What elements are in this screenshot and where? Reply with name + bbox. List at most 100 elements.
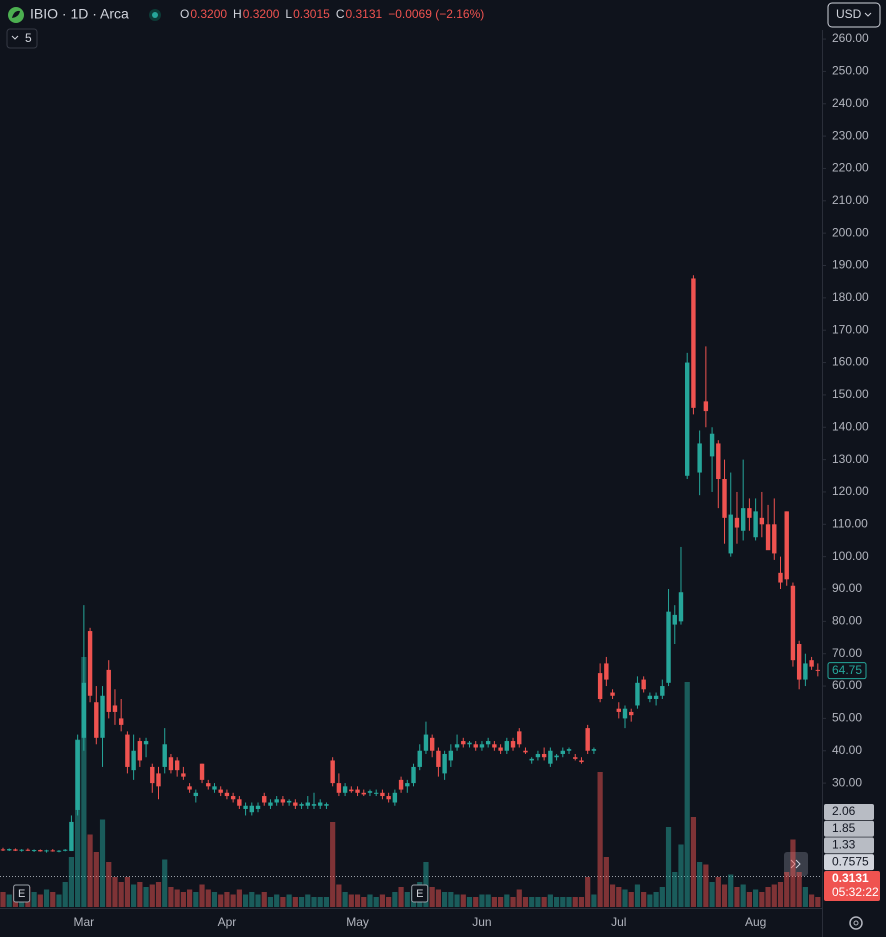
volume-bar (665, 827, 672, 907)
candle-body (442, 753, 447, 774)
volume-bar (236, 889, 242, 907)
candle-body (796, 643, 802, 680)
y-tick-label: 160.00 (832, 355, 869, 369)
candle-body (293, 802, 298, 806)
volume-bar (460, 894, 466, 907)
volume-bar (81, 657, 87, 907)
candle-body (174, 760, 180, 771)
volume-bar (560, 897, 566, 907)
volume-bar (728, 874, 734, 907)
volume-bar (753, 889, 759, 907)
volume-bar (790, 839, 796, 907)
candle-body (206, 783, 211, 787)
currency-label[interactable]: USD (836, 7, 862, 21)
settings-button[interactable] (849, 916, 863, 930)
candle-body (653, 695, 659, 699)
volume-bar (647, 894, 653, 907)
volume-bar (267, 897, 274, 907)
volume-bar (777, 882, 784, 907)
volume-bar (249, 892, 255, 907)
volume-bar (678, 844, 684, 907)
candle-body (635, 682, 640, 706)
candle-body (274, 799, 279, 803)
settings-icon (853, 920, 859, 926)
volume-bar (373, 897, 379, 907)
volume-bar (522, 897, 529, 907)
volume-bar (746, 892, 752, 907)
y-tick-label: 70.00 (832, 646, 862, 660)
candle-body (616, 708, 621, 712)
candle-body (25, 849, 31, 851)
volume-bar (473, 897, 479, 907)
candle-body (125, 734, 130, 767)
candle-body (647, 695, 653, 699)
toggle-caret (11, 35, 19, 40)
volume-bar (199, 884, 205, 907)
candle-body (417, 750, 422, 767)
candle-body (560, 750, 565, 754)
volume-bar (690, 817, 697, 907)
candle-body (678, 592, 684, 622)
volume-bar (37, 894, 43, 907)
candle-body (212, 786, 217, 790)
candle-body (573, 757, 578, 759)
indicators-toggle[interactable] (6, 28, 38, 49)
volume-bar (6, 894, 12, 907)
volume-bar (311, 897, 317, 907)
candle-body (112, 705, 118, 712)
volume-bar (491, 897, 497, 907)
volume-bar (622, 889, 628, 907)
currency-button[interactable] (827, 2, 881, 28)
currency-caret (864, 12, 872, 17)
volume-bar (516, 889, 522, 907)
volume-bar (342, 892, 348, 907)
candle-body (461, 741, 466, 745)
volume-bar (435, 889, 441, 907)
volume-bar (591, 894, 597, 907)
volume-bar (504, 894, 510, 907)
y-tick-label: 60.00 (832, 678, 862, 692)
volume-bar (423, 862, 429, 907)
candle-body (523, 750, 528, 753)
candle-body (349, 789, 354, 792)
candle-body (361, 792, 366, 795)
candle-body (131, 750, 136, 771)
volume-bar (242, 894, 249, 907)
candle-body (473, 744, 478, 748)
volume-bar (535, 897, 541, 907)
scroll-right-button[interactable] (784, 852, 808, 876)
volume-bar (442, 892, 448, 907)
candle-body (224, 792, 230, 797)
volume-bar (697, 862, 703, 907)
candle-body (722, 479, 727, 518)
volume-bar (566, 897, 572, 907)
volume-bar (740, 884, 746, 907)
earnings-label: E (416, 888, 423, 900)
candle-body (504, 741, 510, 751)
volume-bar (553, 897, 560, 907)
y-tick-label: 40.00 (832, 743, 862, 757)
candle-body (759, 517, 765, 525)
volume-bar (379, 894, 386, 907)
candle-body (87, 631, 93, 696)
volume-bar (634, 884, 641, 907)
candle-body (355, 789, 360, 793)
candle-body (94, 702, 99, 738)
y-tick-label: 80.00 (832, 614, 862, 628)
volume-bar (131, 884, 137, 907)
current-price: 0.3131 (832, 871, 869, 885)
candle-body (13, 849, 18, 851)
volume-bar (187, 889, 193, 907)
candle-body (660, 686, 665, 696)
candle-body (44, 850, 49, 852)
indicator-count[interactable]: 5 (25, 31, 32, 45)
x-tick-label: May (346, 915, 369, 929)
x-tick-label: Jun (472, 915, 491, 929)
volume-bar (485, 894, 491, 907)
volume-bar (149, 884, 155, 907)
candle-body (734, 517, 740, 528)
y-tick-label: 180.00 (832, 290, 869, 304)
candle-body (691, 278, 696, 408)
